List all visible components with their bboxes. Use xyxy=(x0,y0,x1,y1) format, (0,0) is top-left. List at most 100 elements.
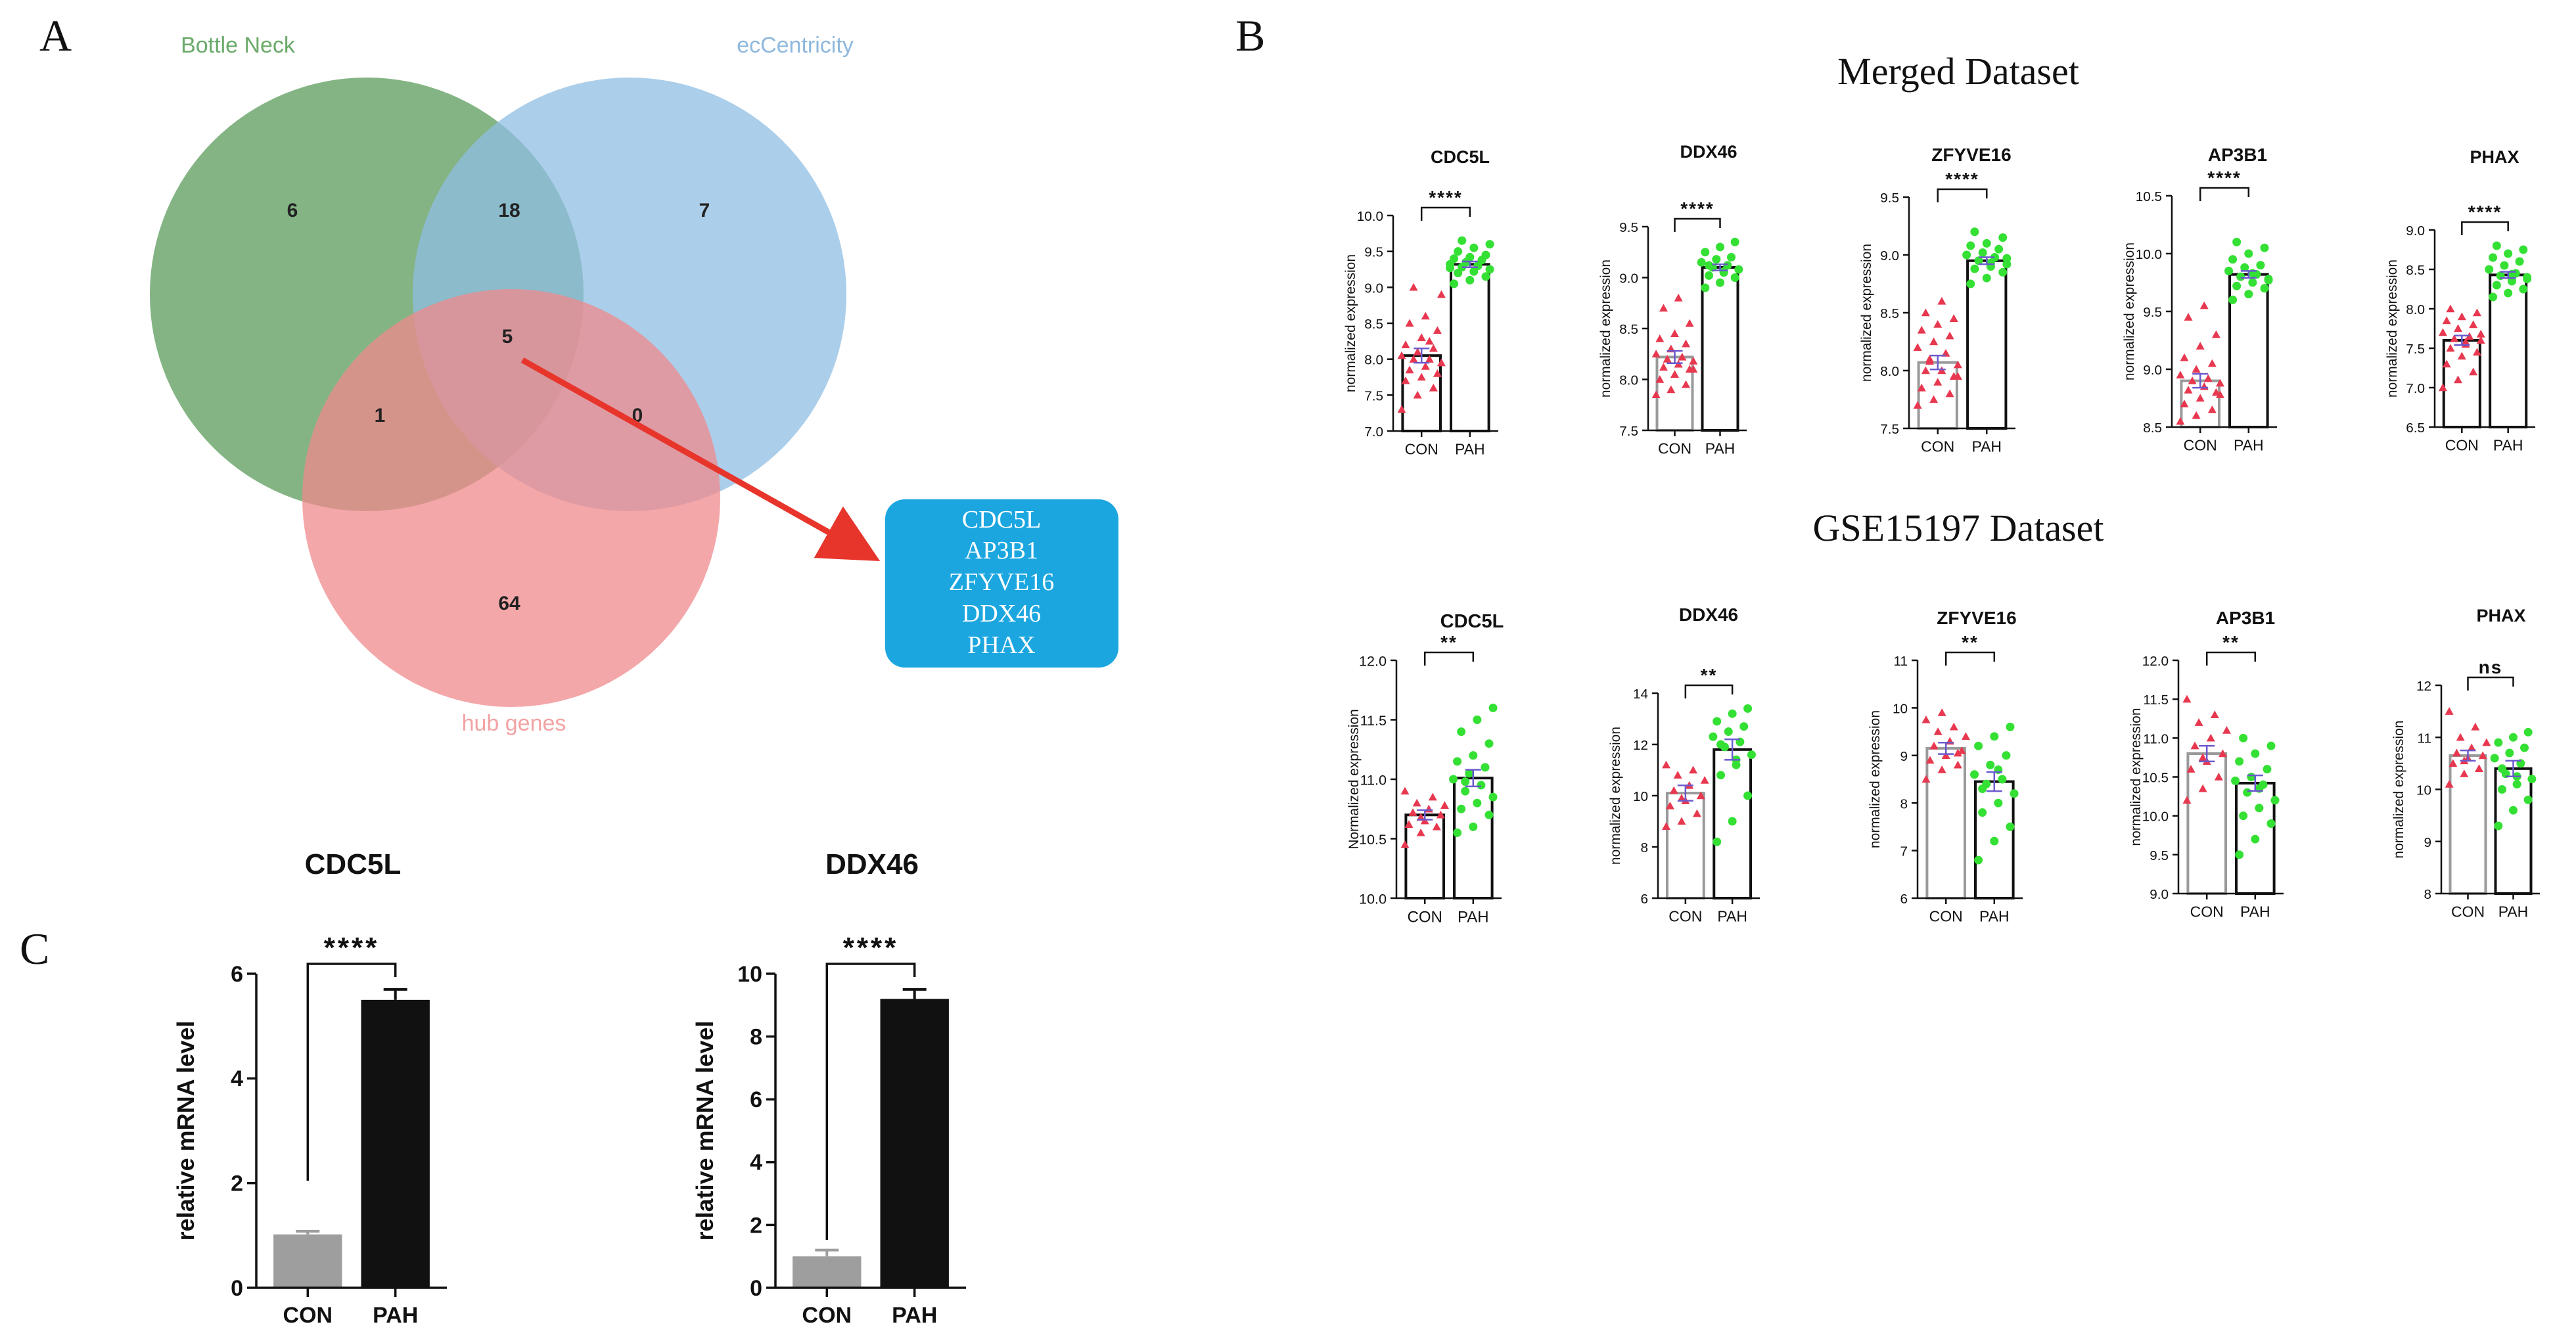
data-point-con xyxy=(2438,328,2447,336)
data-point-con xyxy=(1412,798,1421,807)
data-point-pah xyxy=(1719,267,1728,276)
y-tick-label: 8.0 xyxy=(1619,373,1638,388)
data-point-con xyxy=(2450,334,2459,342)
data-point-con xyxy=(2207,359,2217,367)
y-tick-label: 10 xyxy=(1893,701,1908,716)
data-point-pah xyxy=(1716,278,1724,287)
data-point-pah xyxy=(1485,240,1494,249)
y-tick-label: 8 xyxy=(2424,887,2431,902)
data-point-con xyxy=(1670,329,1679,337)
y-tick-label: 10.5 xyxy=(1359,831,1387,848)
y-tick-label: 8.0 xyxy=(1364,353,1383,368)
data-point-con xyxy=(2215,390,2224,398)
data-point-con xyxy=(2445,780,2454,788)
data-point-pah xyxy=(2512,780,2521,789)
data-point-pah xyxy=(2494,821,2503,830)
y-tick-label: 14 xyxy=(1633,687,1648,702)
gene-list-item: CDC5L xyxy=(962,506,1041,534)
data-point-pah xyxy=(2264,275,2273,284)
data-point-con xyxy=(2449,759,2458,767)
data-point-pah xyxy=(1450,279,1459,288)
venn-count-bottleneck-only: 6 xyxy=(287,200,298,221)
x-tick-label: PAH xyxy=(1455,440,1485,457)
data-point-con xyxy=(1429,344,1438,352)
data-point-pah xyxy=(2248,278,2257,287)
x-tick-label: PAH xyxy=(2234,436,2264,453)
data-point-pah xyxy=(2490,754,2499,763)
data-point-con xyxy=(1953,360,1962,369)
data-point-con xyxy=(1409,283,1418,291)
data-point-pah xyxy=(1966,241,1975,250)
data-point-pah xyxy=(2504,249,2513,258)
data-point-pah xyxy=(1488,703,1498,712)
data-point-pah xyxy=(2251,834,2260,844)
data-point-pah xyxy=(1730,273,1739,282)
y-tick-label: 8 xyxy=(1900,796,1908,811)
x-tick-label: PAH xyxy=(2493,436,2523,453)
x-tick-label: CON xyxy=(2190,903,2224,920)
data-point-con xyxy=(1929,337,1939,346)
data-point-con xyxy=(2476,329,2485,338)
data-point-pah xyxy=(1716,771,1726,780)
data-point-con xyxy=(2210,710,2219,719)
venn-label-hub-genes: hub genes xyxy=(462,711,566,736)
data-point-con xyxy=(1432,822,1441,830)
data-point-pah xyxy=(2240,263,2249,272)
venn-arrow xyxy=(520,357,881,562)
data-point-pah xyxy=(2002,751,2011,760)
y-axis-label: relative mRNA level xyxy=(172,1021,199,1241)
data-point-pah xyxy=(2519,284,2528,294)
y-tick-label: 9.5 xyxy=(2150,848,2169,863)
data-point-con xyxy=(2454,324,2463,332)
data-point-con xyxy=(1667,385,1676,394)
significance-bracket xyxy=(306,963,397,1181)
y-axis-label: normalized expression xyxy=(1859,244,1874,382)
data-point-pah xyxy=(2509,806,2518,815)
data-point-con xyxy=(1416,813,1425,821)
data-point-pah xyxy=(1986,258,1995,267)
data-point-con xyxy=(2446,344,2455,352)
data-point-pah xyxy=(2243,788,2252,797)
y-tick-label: 9 xyxy=(1900,749,1908,764)
y-tick-label: 0 xyxy=(750,1276,762,1301)
bar xyxy=(273,1234,342,1288)
data-point-pah xyxy=(2244,249,2253,258)
data-point-pah xyxy=(1739,722,1749,731)
data-point-con xyxy=(2176,371,2185,378)
x-tick-label: PAH xyxy=(1717,907,1747,924)
significance-bracket xyxy=(1420,206,1471,221)
data-point-con xyxy=(1937,765,1946,773)
data-point-pah xyxy=(2519,245,2528,254)
x-tick-label: CON xyxy=(1405,440,1438,457)
bar xyxy=(1925,746,1966,899)
data-point-pah xyxy=(2266,819,2276,828)
data-point-con xyxy=(1413,390,1422,399)
y-tick-label: 10.5 xyxy=(2142,771,2169,786)
data-point-con xyxy=(2215,378,2224,387)
data-point-pah xyxy=(2244,290,2253,299)
data-point-pah xyxy=(1747,750,1756,760)
data-point-con xyxy=(2207,405,2217,413)
y-tick-label: 6 xyxy=(1900,892,1908,907)
data-point-pah xyxy=(1716,740,1726,749)
data-point-pah xyxy=(2235,850,2244,859)
data-point-con xyxy=(1933,378,1943,386)
y-tick-label: 8.0 xyxy=(2406,302,2425,317)
data-point-pah xyxy=(2270,796,2280,805)
significance-bracket xyxy=(1674,217,1721,232)
gene-list-item: PHAX xyxy=(967,631,1035,659)
significance-bracket xyxy=(2205,651,2257,666)
data-point-con xyxy=(1925,756,1935,764)
bar xyxy=(1701,266,1739,432)
data-point-con xyxy=(2198,753,2207,761)
venn-count-bottleneck-hub: 1 xyxy=(375,405,386,426)
data-point-pah xyxy=(2010,789,2019,798)
data-point-con xyxy=(1433,369,1442,377)
significance-bracket xyxy=(2199,187,2250,201)
data-point-con xyxy=(1921,775,1931,783)
data-point-pah xyxy=(2236,272,2245,281)
bar xyxy=(361,999,430,1288)
data-point-con xyxy=(1417,333,1426,342)
significance-bracket xyxy=(2461,221,2509,235)
y-tick-label: 8.5 xyxy=(1619,322,1638,337)
